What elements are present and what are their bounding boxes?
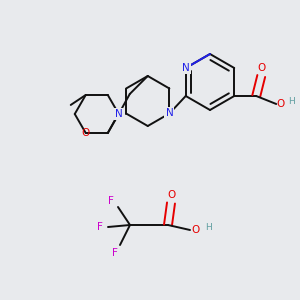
- Text: H: H: [288, 98, 295, 106]
- Text: O: O: [276, 99, 284, 109]
- Text: N: N: [166, 109, 173, 118]
- Text: N: N: [115, 109, 123, 119]
- Text: H: H: [205, 224, 212, 232]
- Text: O: O: [167, 190, 175, 200]
- Text: O: O: [191, 225, 199, 235]
- Text: F: F: [112, 248, 118, 258]
- Text: F: F: [97, 222, 103, 232]
- Text: O: O: [82, 128, 90, 138]
- Text: O: O: [257, 63, 266, 73]
- Text: N: N: [182, 63, 190, 73]
- Text: F: F: [108, 196, 114, 206]
